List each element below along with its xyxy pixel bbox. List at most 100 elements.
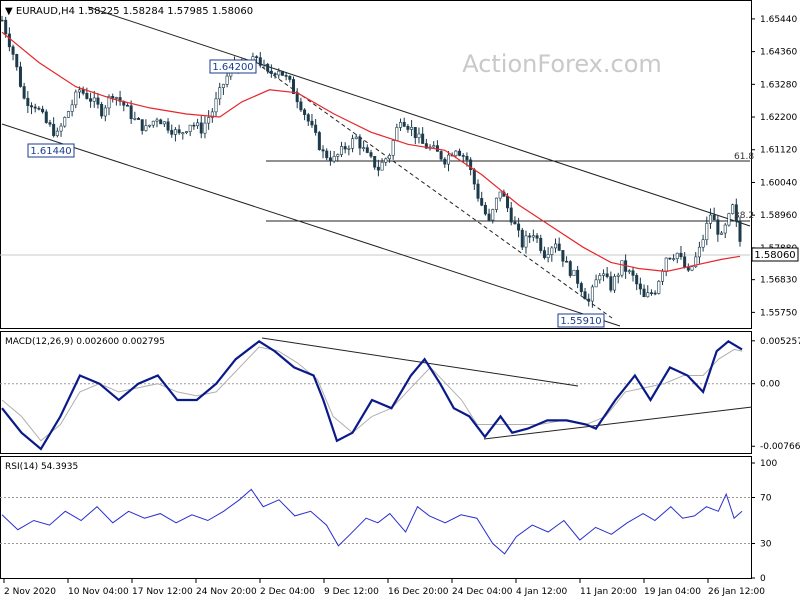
candle-body <box>92 97 96 102</box>
candle-body <box>694 256 698 267</box>
price-axis-ticks: 1.65440 1.64360 1.63280 1.62200 1.61120 1.600… <box>751 15 797 318</box>
candle-body <box>424 143 428 149</box>
candle-body <box>321 149 325 152</box>
candle-body <box>317 132 321 150</box>
rsi-line <box>1 488 743 555</box>
candle-body <box>96 97 100 105</box>
candle-body <box>358 136 362 149</box>
candle-body <box>590 286 594 302</box>
candle-body <box>638 283 642 290</box>
candle-body <box>531 235 535 238</box>
candle-body <box>133 118 137 120</box>
candle-body <box>432 145 436 148</box>
candle-body <box>498 191 502 199</box>
candle-body <box>572 269 576 276</box>
candle-body <box>369 152 373 157</box>
candle-body <box>118 97 122 102</box>
low-label-text: 1.55910 <box>560 316 601 327</box>
low-label: 1.55910 <box>557 313 605 328</box>
candle-body <box>225 75 229 85</box>
candle-body <box>712 214 716 221</box>
rsi-tick-label: 70 <box>760 494 772 504</box>
chart-symbol: ▼ EURAUD,H4 1.58225 1.58284 1.57985 1.58… <box>5 6 253 17</box>
candle-body <box>395 127 399 141</box>
candle-body <box>731 204 735 214</box>
candle-body <box>509 207 513 223</box>
candle-body <box>476 183 480 199</box>
candle-body <box>454 150 458 157</box>
candle-body <box>81 89 85 94</box>
channel-lower-line <box>1 123 621 327</box>
candle-body <box>255 56 259 58</box>
current-price-label: 1.58060 <box>754 250 795 261</box>
dropdown-triangle-icon[interactable]: ▼ <box>5 6 16 17</box>
candle-body <box>0 19 4 22</box>
candle-body <box>446 154 450 165</box>
candle-body <box>210 111 214 118</box>
rsi-axis-ticks: 100 70 30 0 <box>751 459 777 584</box>
candle-body <box>336 154 340 157</box>
candle-body <box>399 122 403 128</box>
candle-body <box>550 247 554 255</box>
time-tick-label: 16 Dec 20:00 <box>388 587 449 597</box>
candle-body <box>22 86 26 99</box>
candle-body <box>690 266 694 271</box>
candle-body <box>598 275 602 281</box>
candle-body <box>214 98 218 113</box>
candle-body <box>583 291 587 300</box>
candle-body <box>26 97 30 106</box>
candle-body <box>649 292 653 294</box>
candle-body <box>561 250 565 262</box>
candle-body <box>218 87 222 100</box>
candle-body <box>675 252 679 259</box>
candle-body <box>487 213 491 221</box>
candle-body <box>480 198 484 206</box>
macd-lower-trendline <box>483 406 753 440</box>
candle-body <box>631 270 635 276</box>
candle-body <box>125 104 129 107</box>
macd-signal-line <box>1 346 743 442</box>
candle-body <box>140 119 144 131</box>
price-tick-label: 1.63280 <box>760 80 797 90</box>
macd-panel-frame <box>0 331 752 454</box>
candle-body <box>605 273 609 277</box>
candle-body <box>672 258 676 260</box>
candle-body <box>439 151 443 160</box>
candle-body <box>365 147 369 153</box>
candle-body <box>144 125 148 131</box>
candle-body <box>506 196 510 209</box>
candle-body <box>738 220 742 242</box>
candle-body <box>664 257 668 272</box>
moving-average-line <box>1 31 741 273</box>
candle-body <box>266 63 270 72</box>
candle-body <box>288 75 292 80</box>
candle-body <box>661 270 665 282</box>
candle-body <box>328 157 332 162</box>
candle-body <box>196 122 200 127</box>
candle-body <box>380 161 384 171</box>
candle-body <box>107 96 111 109</box>
price-tick-label: 1.65440 <box>760 15 797 25</box>
candle-body <box>565 260 569 263</box>
fib-618-label: 61.8 <box>734 152 754 162</box>
time-tick-label: 2 Dec 04:00 <box>260 587 315 597</box>
candle-body <box>520 229 524 248</box>
current-price-box <box>751 247 799 262</box>
candle-body <box>443 158 447 165</box>
candle-body <box>299 101 303 111</box>
candle-body <box>613 276 617 291</box>
candle-body <box>546 254 550 258</box>
candle-body <box>66 111 70 118</box>
candle-body <box>723 224 727 234</box>
time-tick-label: 11 Jan 20:00 <box>580 587 637 597</box>
candle-body <box>177 129 181 134</box>
candle-body <box>129 105 133 119</box>
price-tick-label: 1.60040 <box>760 178 797 188</box>
candle-body <box>63 117 67 127</box>
macd-tick-label: 0.00 <box>760 380 780 390</box>
candle-body <box>653 292 657 295</box>
candle-body <box>48 122 52 125</box>
candle-body <box>59 125 63 132</box>
candle-body <box>697 246 701 258</box>
candle-body <box>221 84 225 88</box>
